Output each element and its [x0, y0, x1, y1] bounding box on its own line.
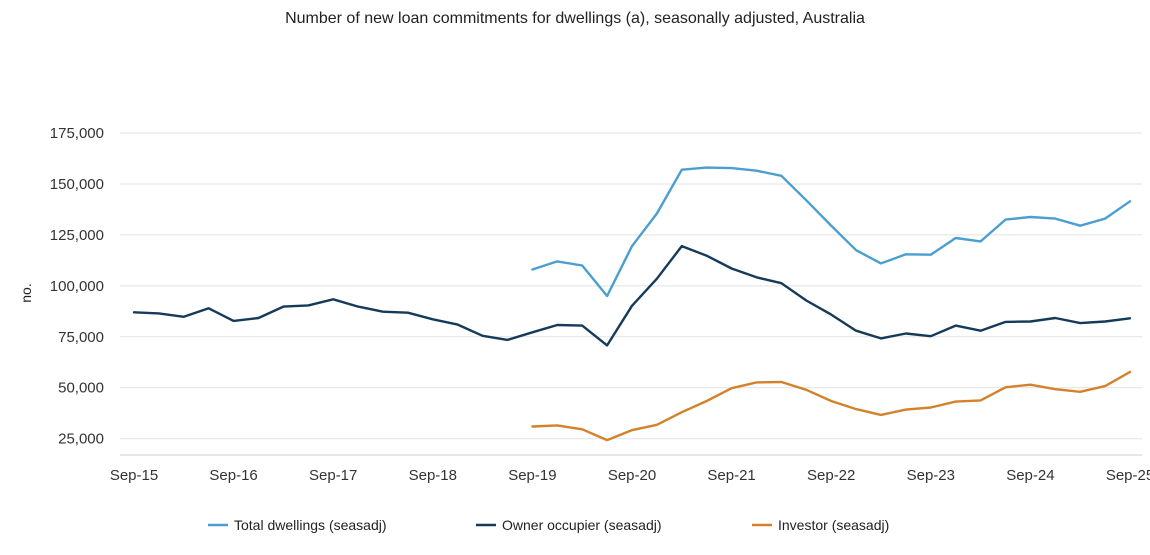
x-tick-label: Sep-24: [1006, 467, 1054, 484]
grid-lines: [120, 132, 1142, 456]
y-tick-label: 75,000: [58, 329, 104, 346]
chart-title: Number of new loan commitments for dwell…: [285, 10, 865, 27]
y-tick-label: 150,000: [50, 176, 104, 193]
legend-label: Owner occupier (seasadj): [502, 517, 662, 533]
legend-label: Total dwellings (seasadj): [234, 517, 387, 533]
y-tick-label: 50,000: [58, 380, 104, 397]
y-tick-label: 175,000: [50, 125, 104, 142]
y-tick-label: 125,000: [50, 227, 104, 244]
legend-label: Investor (seasadj): [778, 517, 889, 533]
x-tick-label: Sep-19: [508, 467, 556, 484]
x-tick-label: Sep-16: [209, 467, 257, 484]
series-line-total-dwellings-seasadj: [531, 166, 1132, 298]
series-line-owner-occupier-seasadj: [132, 244, 1132, 347]
y-tick-label: 100,000: [50, 278, 104, 295]
y-axis-tick-labels: 25,000 50,000 75,000 100,000 125,000 150,000 1…: [50, 125, 104, 448]
x-tick-label: Sep-25: [1106, 467, 1150, 484]
x-tick-label: Sep-15: [110, 467, 158, 484]
x-tick-label: Sep-23: [907, 467, 955, 484]
legend: Total dwellings (seasadj) Owner occupier …: [208, 517, 889, 533]
y-tick-label: 25,000: [58, 431, 104, 448]
series-lines: [132, 166, 1132, 442]
x-tick-label: Sep-17: [309, 467, 357, 484]
series-line-investor-seasadj: [531, 370, 1132, 442]
x-tick-label: Sep-20: [608, 467, 656, 484]
y-axis-label: no.: [18, 283, 34, 302]
x-tick-label: Sep-21: [707, 467, 755, 484]
x-tick-label: Sep-22: [807, 467, 855, 484]
x-axis-tick-labels: Sep-15 Sep-16 Sep-17 Sep-18 Sep-19 Sep-20 Sep-…: [110, 467, 1150, 484]
x-tick-label: Sep-18: [409, 467, 457, 484]
